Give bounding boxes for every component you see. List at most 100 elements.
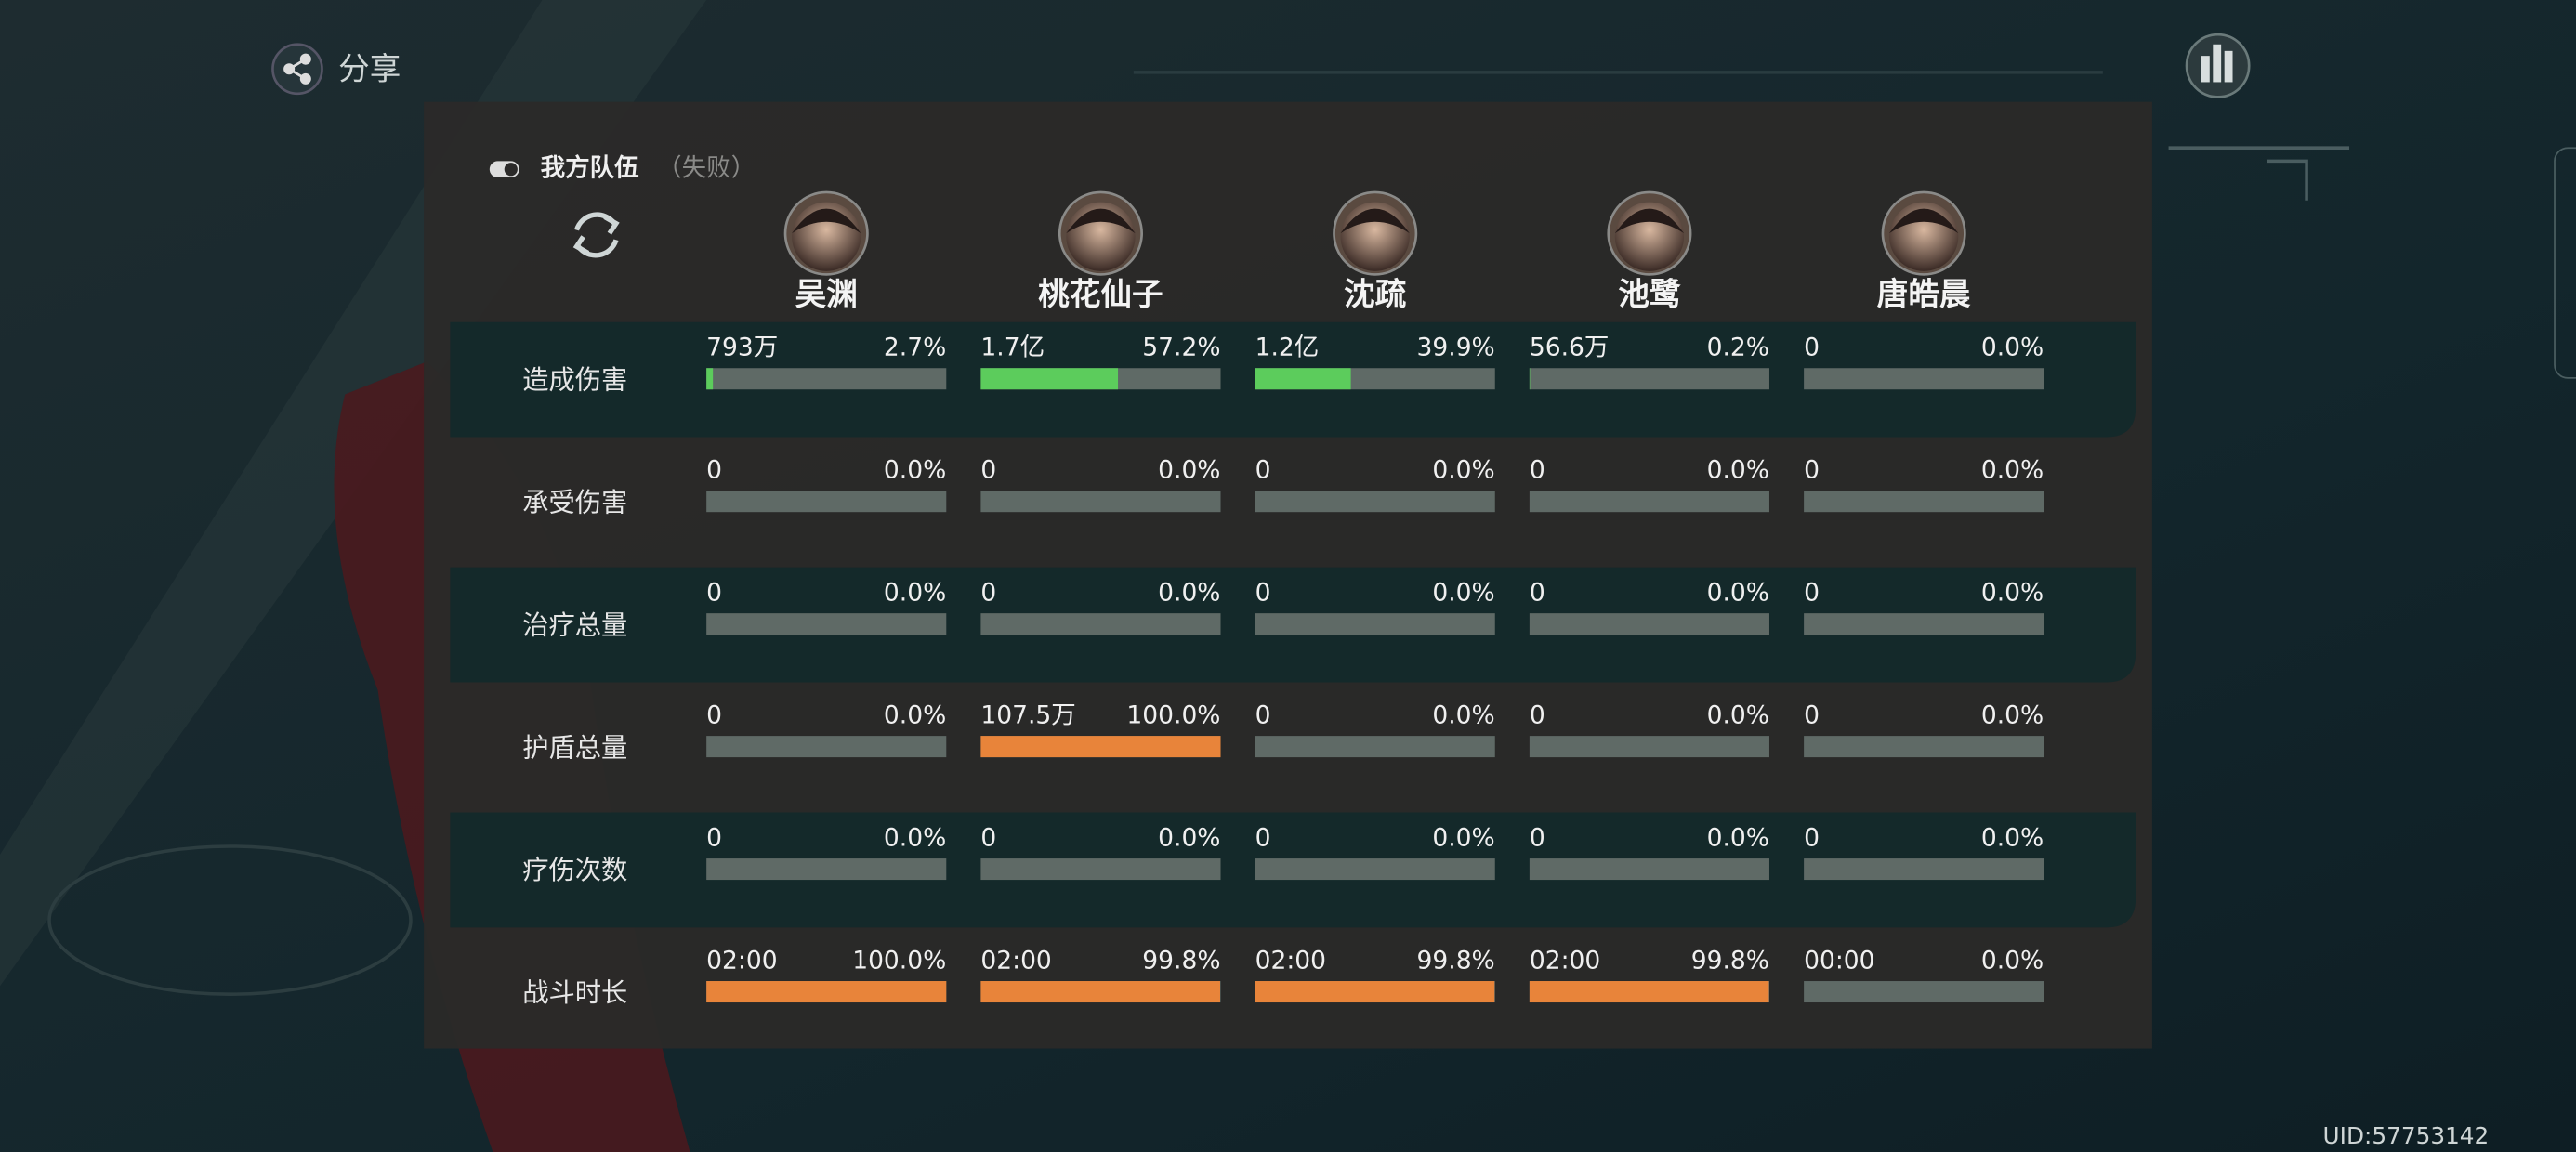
amount: 0: [1530, 700, 1545, 729]
bar-fill: [980, 736, 1221, 758]
row-label: 治疗总量: [522, 609, 627, 640]
bar-track: [1529, 491, 1769, 513]
amount: 1.2亿: [1255, 334, 1320, 362]
bar-track: [980, 858, 1221, 881]
team-title: 我方队伍: [541, 154, 639, 183]
percent: 0.0%: [1707, 578, 1769, 607]
amount: 0: [980, 578, 996, 607]
bar-track: [1804, 736, 2044, 758]
bar-track: [1255, 491, 1495, 513]
percent: 99.8%: [1691, 946, 1769, 975]
bar-track: [706, 491, 947, 513]
bar-track: [980, 491, 1221, 513]
amount: 0: [1804, 578, 1820, 607]
bar-track: [1255, 736, 1495, 758]
amount: 0: [1255, 823, 1271, 852]
percent: 2.7%: [884, 334, 946, 362]
amount: 0: [1804, 823, 1820, 852]
avatar-hair: [792, 208, 861, 234]
character-name: 池鹭: [1618, 276, 1681, 312]
bar-track: [706, 858, 947, 881]
amount: 0: [1255, 578, 1271, 607]
percent: 100.0%: [1126, 700, 1220, 729]
percent: 99.8%: [1142, 946, 1220, 975]
amount: 56.6万: [1530, 334, 1610, 362]
row-label: 护盾总量: [522, 732, 627, 763]
percent: 57.2%: [1142, 334, 1220, 362]
percent: 0.0%: [884, 455, 946, 484]
amount: 02:00: [1255, 946, 1326, 975]
character-name: 唐皓晨: [1877, 276, 1971, 312]
bar-track: [1529, 858, 1769, 881]
amount: 02:00: [1530, 946, 1600, 975]
percent: 0.0%: [1981, 578, 2044, 607]
bar-fill: [1255, 368, 1351, 390]
amount: 0: [1530, 823, 1545, 852]
bar-track: [706, 736, 947, 758]
bar-fill: [980, 368, 1119, 390]
avatar-hair: [1066, 208, 1136, 234]
team-status: （失败）: [657, 154, 756, 183]
refresh-button[interactable]: [572, 212, 620, 258]
bar-track: [1529, 736, 1769, 758]
bar-fill: [706, 368, 714, 390]
bar-fill: [1529, 981, 1769, 1003]
avatar-hair: [1340, 208, 1410, 234]
refresh-arrow: [603, 215, 620, 235]
amount: 00:00: [1804, 946, 1874, 975]
amount: 0: [980, 823, 996, 852]
percent: 39.9%: [1417, 334, 1495, 362]
amount: 0: [706, 823, 722, 852]
bar-track: [1804, 613, 2044, 635]
character-name: 桃花仙子: [1038, 276, 1163, 312]
avatar-hair: [1889, 208, 1959, 234]
bar-track: [1529, 613, 1769, 635]
percent: 100.0%: [852, 946, 946, 975]
bar-track: [1255, 613, 1495, 635]
amount: 0: [1530, 578, 1545, 607]
amount: 0: [980, 455, 996, 484]
share-label: 分享: [338, 51, 401, 87]
percent: 0.0%: [1981, 455, 2044, 484]
toggle-knob: [504, 163, 518, 177]
amount: 107.5万: [980, 700, 1075, 729]
bar-track: [1255, 858, 1495, 881]
percent: 0.0%: [1981, 334, 2044, 362]
percent: 0.0%: [1981, 700, 2044, 729]
share-button[interactable]: 分享: [271, 43, 401, 96]
row-label: 战斗时长: [522, 977, 627, 1008]
percent: 0.0%: [1981, 823, 2044, 852]
amount: 0: [1255, 455, 1271, 484]
percent: 0.0%: [1158, 823, 1220, 852]
row-label: 疗伤次数: [522, 855, 627, 885]
bar-fill: [706, 981, 947, 1003]
share-glyph: [283, 53, 311, 85]
stats-button[interactable]: [2185, 33, 2251, 98]
character-name: 沈疏: [1344, 276, 1406, 312]
bar-fill: [1255, 981, 1495, 1003]
bar-track: [1804, 858, 2044, 881]
team-header: 我方队伍 （失败）: [489, 154, 756, 183]
amount: 0: [706, 700, 722, 729]
row-label: 造成伤害: [522, 364, 627, 395]
bar-track: [706, 368, 947, 390]
percent: 0.0%: [1432, 578, 1494, 607]
bar-fill: [1529, 368, 1531, 390]
bar-track: [706, 613, 947, 635]
background-ring: [47, 844, 413, 996]
stats-glyph: [2201, 44, 2233, 83]
amount: 1.7亿: [980, 334, 1045, 362]
amount: 0: [1530, 455, 1545, 484]
row-label: 承受伤害: [522, 487, 627, 517]
percent: 0.0%: [884, 578, 946, 607]
percent: 0.0%: [1981, 946, 2044, 975]
percent: 0.0%: [884, 700, 946, 729]
amount: 0: [706, 578, 722, 607]
avatar-hair: [1614, 208, 1685, 234]
amount: 02:00: [980, 946, 1051, 975]
bar-track: [1804, 368, 2044, 390]
character-name: 吴渊: [795, 276, 858, 312]
amount: 0: [1804, 700, 1820, 729]
